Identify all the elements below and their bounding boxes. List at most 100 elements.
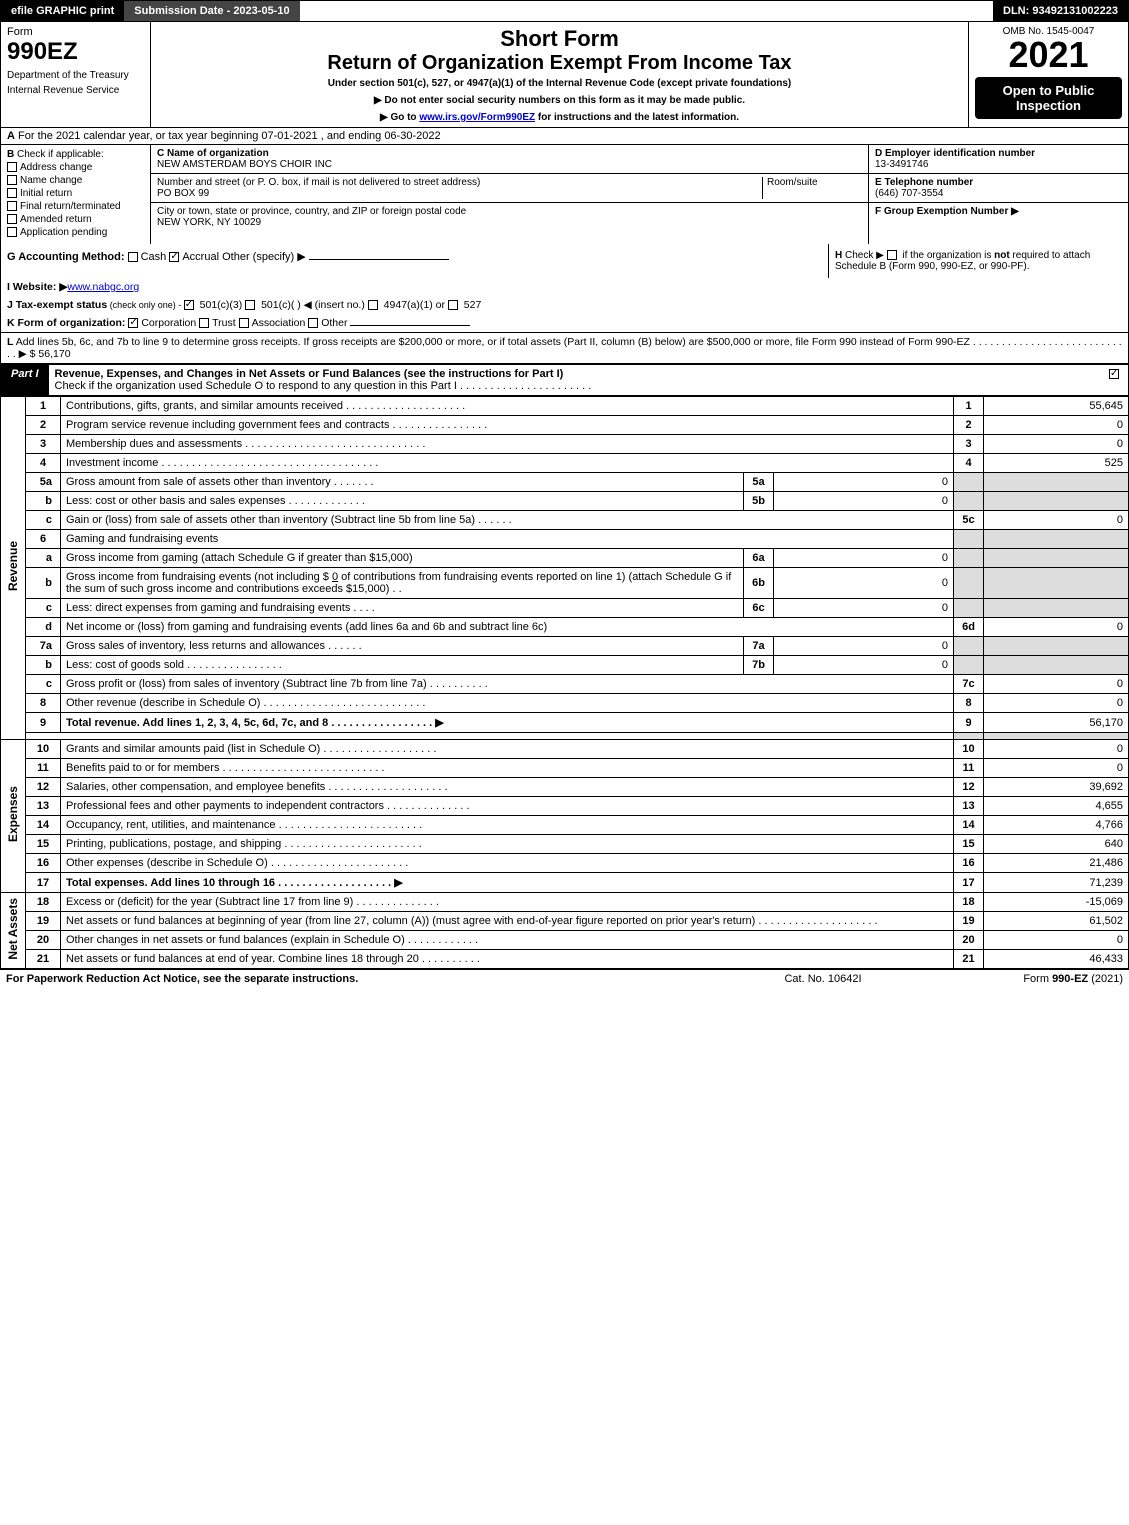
line-5b-sv: 0	[774, 492, 954, 511]
street-value: PO BOX 99	[157, 188, 209, 199]
form-header: Form 990EZ Department of the Treasury In…	[0, 22, 1129, 127]
line-19-val: 61,502	[984, 912, 1129, 931]
row-2: 2 Program service revenue including gove…	[1, 416, 1129, 435]
line-21-r: 21	[954, 950, 984, 969]
open-to-public: Open to Public Inspection	[975, 77, 1122, 119]
street-row: Number and street (or P. O. box, if mail…	[151, 174, 868, 203]
city-value: NEW YORK, NY 10029	[157, 217, 261, 228]
line-5a-sv: 0	[774, 473, 954, 492]
line-7c-r: 7c	[954, 675, 984, 694]
line-7a-desc: Gross sales of inventory, less returns a…	[61, 637, 744, 656]
row-6b: b Gross income from fundraising events (…	[1, 568, 1129, 599]
row-6a: a Gross income from gaming (attach Sched…	[1, 549, 1129, 568]
form-label: Form	[7, 26, 144, 38]
side-revenue: Revenue	[1, 397, 26, 740]
line-18-r: 18	[954, 893, 984, 912]
footer-right: Form 990-EZ (2021)	[923, 973, 1123, 985]
line-12-desc: Salaries, other compensation, and employ…	[61, 778, 954, 797]
chk-527[interactable]	[448, 300, 458, 310]
phone-row: E Telephone number (646) 707-3554	[869, 174, 1128, 203]
line-5b-sn: 5b	[744, 492, 774, 511]
line-21-val: 46,433	[984, 950, 1129, 969]
k-corp: Corporation	[141, 317, 196, 329]
form-number: 990EZ	[7, 38, 144, 66]
line-7b-g2	[984, 656, 1129, 675]
website-link[interactable]: www.nabgc.org	[67, 281, 139, 293]
irs-link[interactable]: www.irs.gov/Form990EZ	[419, 112, 535, 123]
h-text1: Check ▶	[842, 250, 886, 261]
line-6d-val: 0	[984, 618, 1129, 637]
line-21-desc: Net assets or fund balances at end of ye…	[61, 950, 954, 969]
part1-chk	[1103, 365, 1128, 395]
line-18-desc: Excess or (deficit) for the year (Subtra…	[61, 893, 954, 912]
row-6d: d Net income or (loss) from gaming and f…	[1, 618, 1129, 637]
line-2-val: 0	[984, 416, 1129, 435]
line-8-r: 8	[954, 694, 984, 713]
chk-initial-return[interactable]: Initial return	[7, 188, 144, 199]
line-11-val: 0	[984, 759, 1129, 778]
title-return: Return of Organization Exempt From Incom…	[157, 52, 962, 75]
chk-501c3[interactable]	[184, 300, 194, 310]
other-specify-line[interactable]	[309, 259, 449, 260]
line-6b-no: b	[26, 568, 61, 599]
note-goto: ▶ Go to www.irs.gov/Form990EZ for instru…	[157, 112, 962, 123]
row-3: 3 Membership dues and assessments . . . …	[1, 435, 1129, 454]
part1-title: Revenue, Expenses, and Changes in Net As…	[49, 365, 1103, 395]
line-10-no: 10	[26, 740, 61, 759]
line-6b-desc: Gross income from fundraising events (no…	[61, 568, 744, 599]
line-1-desc: Contributions, gifts, grants, and simila…	[61, 397, 954, 416]
k-assoc: Association	[252, 317, 306, 329]
line-15-r: 15	[954, 835, 984, 854]
line-7c-no: c	[26, 675, 61, 694]
group-row: F Group Exemption Number ▶	[869, 203, 1128, 220]
part1-sub: Check if the organization used Schedule …	[55, 380, 592, 392]
row-14: 14 Occupancy, rent, utilities, and maint…	[1, 816, 1129, 835]
chk-amended-return[interactable]: Amended return	[7, 214, 144, 225]
org-name-row: C Name of organization NEW AMSTERDAM BOY…	[151, 145, 868, 174]
room-label: Room/suite	[767, 177, 818, 188]
row-20: 20 Other changes in net assets or fund b…	[1, 931, 1129, 950]
line-7a-g1	[954, 637, 984, 656]
line-1-no: 1	[26, 397, 61, 416]
line-2-r: 2	[954, 416, 984, 435]
chk-501c[interactable]	[245, 300, 255, 310]
chk-application-pending[interactable]: Application pending	[7, 227, 144, 238]
row-a-text: For the 2021 calendar year, or tax year …	[15, 130, 441, 142]
group-label: F Group Exemption Number ▶	[875, 206, 1019, 217]
col-b: B Check if applicable: Address change Na…	[1, 145, 151, 244]
chk-cash[interactable]	[128, 252, 138, 262]
line-6a-sn: 6a	[744, 549, 774, 568]
line-7c-desc: Gross profit or (loss) from sales of inv…	[61, 675, 954, 694]
line-15-desc: Printing, publications, postage, and shi…	[61, 835, 954, 854]
under-section: Under section 501(c), 527, or 4947(a)(1)…	[157, 78, 962, 89]
row-g: G Accounting Method: Cash Accrual Other …	[1, 244, 828, 278]
chk-name-change[interactable]: Name change	[7, 175, 144, 186]
header-mid: Short Form Return of Organization Exempt…	[151, 22, 968, 127]
line-6b-g2	[984, 568, 1129, 599]
chk-assoc[interactable]	[239, 318, 249, 328]
line-7a-sn: 7a	[744, 637, 774, 656]
chk-corp[interactable]	[128, 318, 138, 328]
footer-mid: Cat. No. 10642I	[723, 973, 923, 985]
chk-other-org[interactable]	[308, 318, 318, 328]
line-7a-sv: 0	[774, 637, 954, 656]
chk-final-return[interactable]: Final return/terminated	[7, 201, 144, 212]
top-bar: efile GRAPHIC print Submission Date - 20…	[0, 0, 1129, 22]
line-7a-no: 7a	[26, 637, 61, 656]
chk-schedule-o[interactable]	[1109, 369, 1119, 379]
part1-table: Revenue 1 Contributions, gifts, grants, …	[0, 396, 1129, 969]
chk-h[interactable]	[887, 250, 897, 260]
row-11: 11 Benefits paid to or for members . . .…	[1, 759, 1129, 778]
chk-address-change[interactable]: Address change	[7, 162, 144, 173]
chk-accrual[interactable]	[169, 252, 179, 262]
k-other-line[interactable]	[350, 325, 470, 326]
note-goto-post: for instructions and the latest informat…	[535, 112, 739, 123]
title-short-form: Short Form	[157, 26, 962, 52]
line-10-val: 0	[984, 740, 1129, 759]
line-5a-desc: Gross amount from sale of assets other t…	[61, 473, 744, 492]
efile-label[interactable]: efile GRAPHIC print	[1, 1, 124, 21]
chk-4947[interactable]	[368, 300, 378, 310]
chk-trust[interactable]	[199, 318, 209, 328]
line-6d-desc: Net income or (loss) from gaming and fun…	[61, 618, 954, 637]
line-6d-r: 6d	[954, 618, 984, 637]
